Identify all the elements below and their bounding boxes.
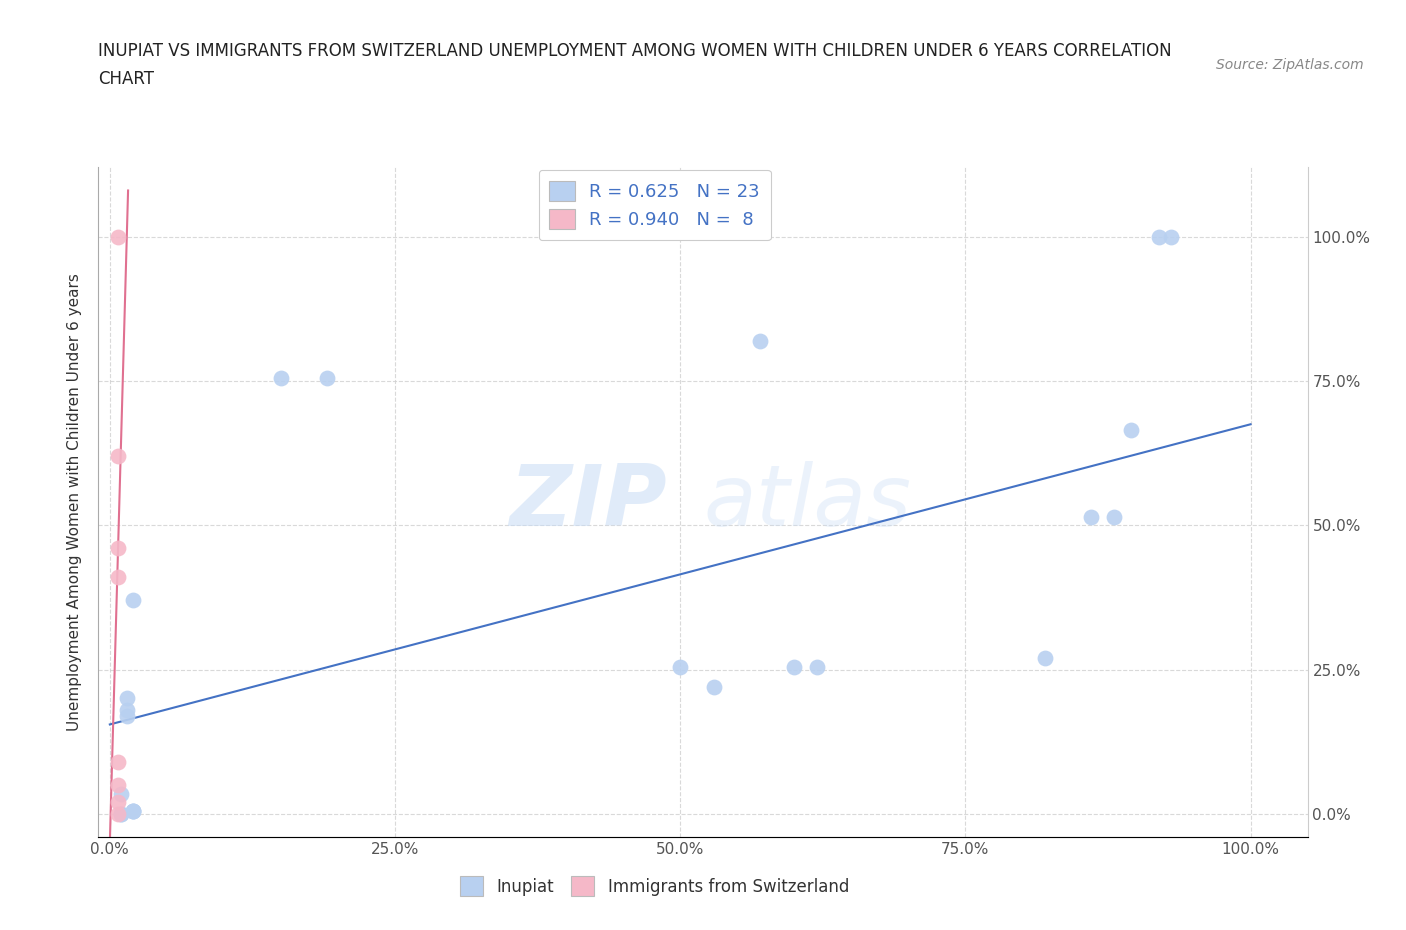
Point xyxy=(749,333,772,348)
Text: Source: ZipAtlas.com: Source: ZipAtlas.com xyxy=(1216,58,1364,72)
Point xyxy=(107,795,129,810)
Point xyxy=(110,806,132,821)
Point xyxy=(107,229,129,244)
Point xyxy=(110,806,132,821)
Point xyxy=(1160,229,1182,244)
Y-axis label: Unemployment Among Women with Children Under 6 years: Unemployment Among Women with Children U… xyxy=(67,273,83,731)
Point xyxy=(115,702,138,717)
Point xyxy=(107,777,129,792)
Text: atlas: atlas xyxy=(703,460,911,544)
Point xyxy=(115,691,138,706)
Point xyxy=(1033,651,1056,666)
Point xyxy=(107,806,129,821)
Text: CHART: CHART xyxy=(98,70,155,87)
Text: INUPIAT VS IMMIGRANTS FROM SWITZERLAND UNEMPLOYMENT AMONG WOMEN WITH CHILDREN UN: INUPIAT VS IMMIGRANTS FROM SWITZERLAND U… xyxy=(98,42,1173,60)
Point xyxy=(783,659,806,674)
Point xyxy=(121,804,143,818)
Point xyxy=(703,680,725,695)
Point xyxy=(121,593,143,608)
Point xyxy=(107,754,129,769)
Text: ZIP: ZIP xyxy=(509,460,666,544)
Legend: Inupiat, Immigrants from Switzerland: Inupiat, Immigrants from Switzerland xyxy=(454,870,856,902)
Point xyxy=(121,804,143,818)
Point xyxy=(107,541,129,556)
Point xyxy=(107,570,129,585)
Point xyxy=(115,709,138,724)
Point xyxy=(315,371,337,386)
Point xyxy=(1102,510,1125,525)
Point xyxy=(1080,510,1102,525)
Point xyxy=(806,659,828,674)
Point xyxy=(1119,422,1142,437)
Point xyxy=(1149,229,1171,244)
Point xyxy=(270,371,292,386)
Point xyxy=(669,659,692,674)
Point xyxy=(107,448,129,463)
Point xyxy=(110,786,132,801)
Point xyxy=(121,804,143,818)
